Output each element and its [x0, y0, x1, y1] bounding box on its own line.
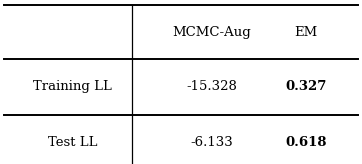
Text: Training LL: Training LL	[33, 80, 112, 93]
Text: MCMC-Aug: MCMC-Aug	[172, 26, 251, 39]
Text: Test LL: Test LL	[48, 136, 97, 149]
Text: 0.327: 0.327	[285, 80, 327, 93]
Text: -6.133: -6.133	[190, 136, 233, 149]
Text: -15.328: -15.328	[186, 80, 237, 93]
Text: EM: EM	[294, 26, 317, 39]
Text: 0.618: 0.618	[285, 136, 327, 149]
